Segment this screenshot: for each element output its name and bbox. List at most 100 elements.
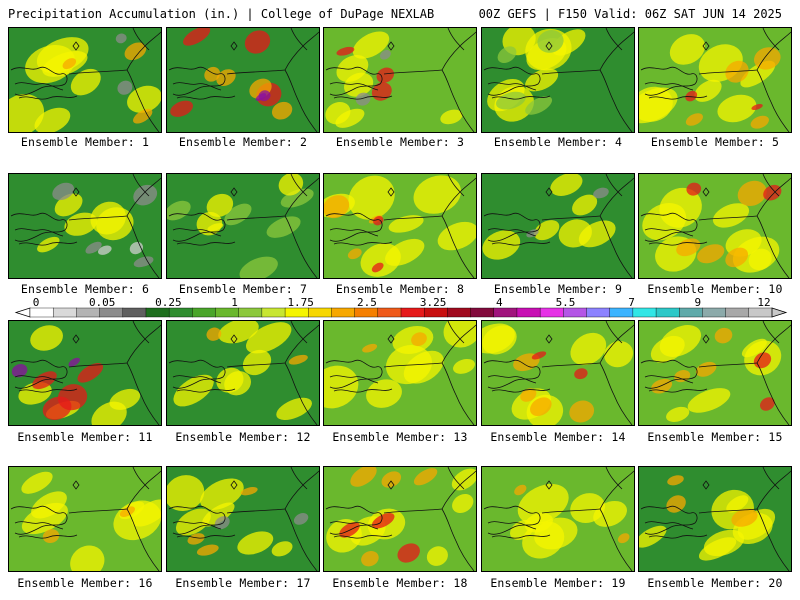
- map-boundary-line: [10, 505, 68, 535]
- map-boundary-line: [168, 505, 226, 535]
- map-boundary-line: [284, 508, 318, 571]
- precip-shade-blob: [732, 236, 780, 273]
- station-marker-icon: [702, 480, 710, 490]
- map-boundary-line: [491, 241, 551, 246]
- map-boundary-line: [10, 212, 68, 242]
- precip-shade-blob: [522, 521, 565, 559]
- precip-shade-blob: [237, 531, 274, 555]
- station-marker-icon: [387, 187, 395, 197]
- precip-shade-blob: [42, 396, 72, 421]
- map-boundary-line: [329, 375, 379, 384]
- precip-shade-blob: [348, 175, 395, 220]
- map-boundary-line: [172, 228, 222, 237]
- ensemble-member-map: [638, 27, 792, 133]
- ensemble-member-label: Ensemble Member: 6: [20, 282, 150, 296]
- precip-shade-blob: [239, 256, 278, 278]
- map-boundary-line: [132, 174, 150, 197]
- ensemble-member-label: Ensemble Member: 18: [332, 576, 468, 590]
- map-boundary-line: [487, 375, 537, 384]
- precip-shade-blob: [167, 475, 205, 512]
- map-boundary-line: [68, 69, 128, 75]
- precipitation-field: [482, 321, 634, 425]
- map-boundary-line: [172, 375, 222, 384]
- station-marker-icon: [545, 187, 553, 197]
- precip-shade-blob: [362, 343, 378, 353]
- map-boundary-line: [698, 69, 758, 75]
- precip-shade-blob: [496, 91, 526, 110]
- precip-shade-blob: [453, 358, 475, 374]
- station-marker-icon: [230, 41, 238, 51]
- map-boundary-line: [762, 28, 780, 51]
- station-marker-icon: [72, 480, 80, 490]
- map-boundary-line: [487, 228, 537, 237]
- precip-shade-blob: [224, 371, 252, 396]
- precip-shade-blob: [750, 115, 769, 129]
- map-boundary-line: [14, 228, 64, 237]
- precip-shade-blob: [570, 493, 605, 524]
- map-boundary-line: [290, 467, 308, 490]
- precip-shade-blob: [133, 108, 153, 124]
- precip-shade-blob: [117, 80, 133, 95]
- map-boundary-line: [284, 215, 318, 278]
- map-boundary-line: [176, 388, 236, 393]
- precipitation-field: [9, 467, 161, 571]
- precipitation-field: [9, 28, 161, 132]
- precip-shade-blob: [242, 349, 272, 376]
- map-boundary-line: [333, 388, 393, 393]
- colorbar-scale: [14, 307, 788, 318]
- map-boundary-line: [762, 321, 780, 344]
- map-boundary-line: [605, 174, 623, 197]
- ensemble-member-label: Ensemble Member: 16: [17, 576, 153, 590]
- precip-shade-blob: [246, 322, 292, 354]
- precip-shade-blob: [451, 468, 476, 491]
- map-boundary-line: [290, 28, 308, 51]
- station-marker-icon: [702, 334, 710, 344]
- colorbar-tick-label: 0.05: [88, 296, 116, 309]
- map-boundary-line: [491, 95, 551, 100]
- precip-shade-blob: [737, 180, 767, 207]
- ensemble-member-label: Ensemble Member: 12: [175, 430, 311, 444]
- map-boundary-line: [698, 508, 758, 514]
- precip-base-fill: [167, 28, 319, 132]
- precip-shade-blob: [482, 230, 521, 260]
- map-boundary-line: [226, 215, 286, 221]
- colorbar-swatch: [215, 307, 240, 318]
- map-boundary-line: [491, 388, 551, 393]
- map-boundary-line: [644, 82, 694, 91]
- station-marker-icon: [545, 480, 553, 490]
- colorbar-swatch: [609, 307, 634, 318]
- ensemble-member-label: Ensemble Member: 13: [332, 430, 468, 444]
- colorbar-swatch: [539, 307, 564, 318]
- colorbar-swatch: [655, 307, 680, 318]
- precip-shade-blob: [443, 321, 476, 348]
- colorbar-swatch: [354, 307, 379, 318]
- precipitation-field: [9, 321, 161, 425]
- map-boundary-line: [483, 505, 541, 535]
- precip-shade-blob: [569, 400, 595, 423]
- precip-shade-blob: [687, 388, 731, 413]
- precip-shade-blob: [335, 108, 365, 128]
- map-boundary-line: [599, 215, 633, 278]
- precip-shade-blob: [694, 79, 722, 102]
- precip-shade-blob: [572, 194, 598, 216]
- precip-shade-blob: [98, 245, 112, 255]
- colorbar-min-arrow: [14, 307, 31, 318]
- precip-shade-blob: [593, 187, 609, 199]
- ensemble-member-label: Ensemble Member: 14: [490, 430, 626, 444]
- precip-shade-blob: [371, 262, 384, 273]
- map-boundary-line: [644, 375, 694, 384]
- ensemble-member-label: Ensemble Member: 17: [175, 576, 311, 590]
- precip-shade-blob: [133, 256, 154, 268]
- colorbar-tick-label: 1.75: [287, 296, 314, 309]
- precip-shade-blob: [9, 94, 45, 132]
- ensemble-member-label: Ensemble Member: 8: [335, 282, 465, 296]
- colorbar-tick-label: 2.5: [356, 296, 377, 309]
- ensemble-member-map: [481, 173, 635, 279]
- precip-shade-blob: [324, 195, 350, 219]
- precip-shade-blob: [650, 335, 685, 363]
- colorbar-tick-label: 3.25: [419, 296, 447, 309]
- precipitation-field: [167, 321, 319, 425]
- colorbar-swatch: [331, 307, 356, 318]
- map-boundary-line: [698, 215, 758, 221]
- station-marker-icon: [545, 334, 553, 344]
